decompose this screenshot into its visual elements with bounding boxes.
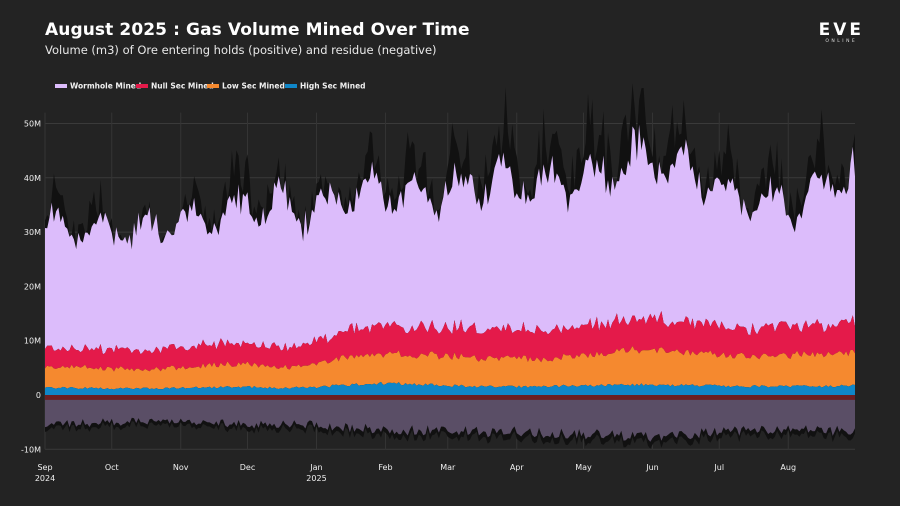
x-tick-label: Nov — [173, 463, 189, 472]
legend-label: Null Sec Mined — [151, 82, 214, 91]
y-tick-label: 50M — [24, 120, 41, 129]
logo-sub-text: ONLINE — [825, 39, 858, 44]
y-tick-label: 20M — [24, 282, 41, 291]
x-tick-label: Dec — [240, 463, 255, 472]
x-tick-label: Mar — [440, 463, 456, 472]
y-tick-label: 10M — [24, 337, 41, 346]
y-tick-label: 30M — [24, 228, 41, 237]
x-tick-label: May — [575, 463, 592, 472]
y-tick-label: 40M — [24, 174, 41, 183]
x-tick-label: Sep — [37, 463, 52, 472]
legend-label: Wormhole Mined — [70, 82, 141, 91]
legend-swatch — [285, 84, 297, 88]
chart-title: August 2025 : Gas Volume Mined Over Time — [45, 20, 470, 40]
x-tick-year-label: 2024 — [35, 474, 55, 483]
residue-edge — [45, 395, 855, 400]
series-high-sec-mined — [45, 381, 855, 395]
x-tick-label: Oct — [105, 463, 119, 472]
series-low-sec-mined — [45, 346, 855, 390]
logo-main-text: EVE — [818, 20, 864, 40]
legend-swatch — [207, 84, 219, 88]
legend-label: Low Sec Mined — [222, 82, 285, 91]
x-tick-year-label: 2025 — [306, 474, 326, 483]
series-null-sec-mined — [45, 311, 855, 372]
residue-band — [45, 397, 855, 442]
chart-subtitle: Volume (m3) of Ore entering holds (posit… — [45, 43, 437, 57]
legend-swatch — [55, 84, 67, 88]
x-tick-label: Feb — [378, 463, 392, 472]
y-tick-label: 0 — [36, 391, 41, 400]
legend-label: High Sec Mined — [300, 82, 366, 91]
series-wormhole-mined — [45, 124, 855, 355]
x-tick-label: Apr — [510, 463, 525, 472]
x-tick-label: Aug — [780, 463, 796, 472]
x-tick-label: Jan — [309, 463, 322, 472]
y-tick-label: -10M — [21, 445, 41, 454]
x-tick-label: Jun — [645, 463, 659, 472]
x-tick-label: Jul — [713, 463, 724, 472]
eve-online-logo: EVE ONLINE — [818, 20, 864, 45]
legend-swatch — [136, 84, 148, 88]
